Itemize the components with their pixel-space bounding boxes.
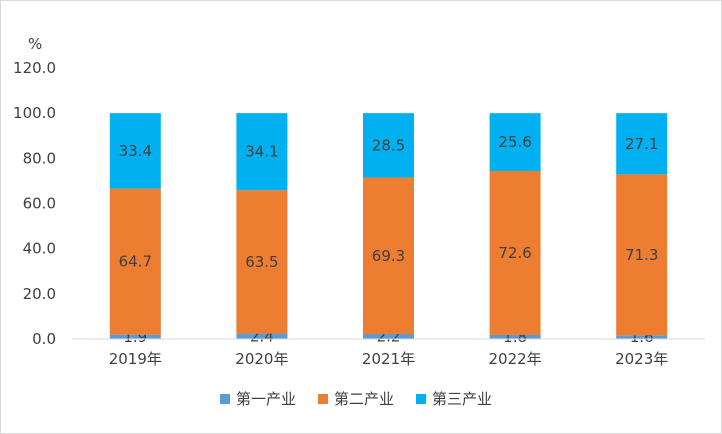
bar-segment xyxy=(489,170,541,335)
legend-swatch xyxy=(318,394,328,404)
x-tick-label: 2022年 xyxy=(489,350,542,368)
x-axis: 2019年 2020年 2021年 2022年 2023年 xyxy=(72,338,705,368)
bar-segment xyxy=(109,113,161,189)
bars: 1.964.733.42.463.534.12.269.328.51.872.6… xyxy=(109,113,668,346)
y-tick-label: 60.0 xyxy=(23,195,56,213)
x-tick-label: 2023年 xyxy=(615,350,668,368)
y-axis: 0.0 20.0 40.0 60.0 80.0 100.0 120.0% xyxy=(13,35,56,348)
bar-segment xyxy=(363,334,414,339)
bar-segment xyxy=(109,188,161,335)
legend-label: 第三产业 xyxy=(432,390,492,408)
y-tick-label: 80.0 xyxy=(23,149,56,167)
data-label: 27.1 xyxy=(625,135,658,153)
bar-segment xyxy=(489,334,541,339)
bar-segment xyxy=(489,113,541,171)
legend-swatch xyxy=(220,394,230,404)
y-tick-label: 20.0 xyxy=(23,285,56,303)
data-label: 64.7 xyxy=(119,253,152,271)
data-label: 33.4 xyxy=(119,142,152,160)
data-label: 71.3 xyxy=(625,246,658,264)
data-label: 28.5 xyxy=(372,136,405,154)
y-tick-label: 100.0 xyxy=(13,104,56,122)
bar-segment xyxy=(109,334,161,339)
bar-segment xyxy=(616,335,668,339)
y-tick-label: 0.0 xyxy=(32,330,56,348)
bar-segment xyxy=(236,333,288,339)
bar-segment xyxy=(616,174,668,336)
x-tick-label: 2020年 xyxy=(235,350,288,368)
data-label: 72.6 xyxy=(498,244,531,262)
bar-segment xyxy=(363,177,414,335)
data-label: 34.1 xyxy=(245,143,278,161)
data-label: 63.5 xyxy=(245,253,278,271)
legend-swatch xyxy=(416,394,426,404)
y-tick-label: 120.0 xyxy=(13,59,56,77)
bar-segment xyxy=(363,113,414,178)
data-label: 25.6 xyxy=(498,133,531,151)
y-axis-unit: % xyxy=(28,35,42,53)
x-tick-label: 2019年 xyxy=(109,350,162,368)
y-tick-label: 40.0 xyxy=(23,240,56,258)
bar-segment xyxy=(616,113,668,175)
legend-label: 第二产业 xyxy=(334,390,394,408)
x-tick-label: 2021年 xyxy=(362,350,415,368)
legend: 第一产业 第二产业 第三产业 xyxy=(220,390,492,408)
bar-segment xyxy=(236,113,288,191)
legend-label: 第一产业 xyxy=(236,390,296,408)
data-label: 69.3 xyxy=(372,247,405,265)
bar-segment xyxy=(236,190,288,334)
